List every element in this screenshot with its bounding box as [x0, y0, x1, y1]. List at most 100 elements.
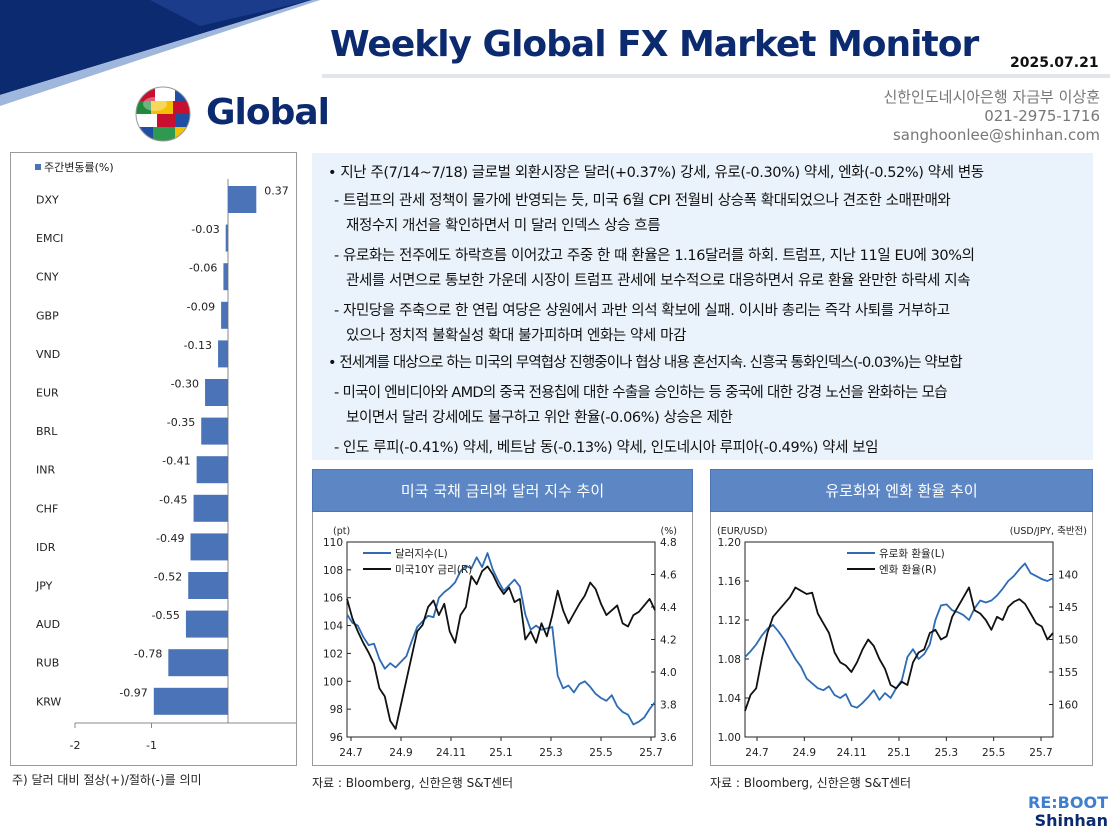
right-tick-label: 4.2 [660, 635, 677, 647]
eur-jpy-line-chart: 1.20 1.16 1.12 1.08 1.04 1.00 140 145 150 155 160 (… [717, 526, 1087, 759]
bar-emci [225, 224, 228, 252]
x-tick-label: 25.7 [639, 747, 662, 759]
value-label: -0.35 [167, 416, 195, 429]
x-tick-label: 24.11 [436, 747, 466, 759]
right-tick-label: 4.6 [660, 570, 677, 582]
x-tick-label: 25.1 [887, 747, 910, 759]
x-tick-label: 24.7 [745, 747, 768, 759]
bar-idr [190, 533, 228, 561]
legend-swatch [35, 164, 41, 170]
summary-line: - 트럼프의 관세 정책이 물가에 반영되는 듯, 미국 6월 CPI 전월비 … [334, 193, 951, 209]
bar-chf [193, 494, 228, 522]
market-summary-box: • 지난 주(7/14~7/18) 글로벌 외환시장은 달러(+0.37%) 강… [312, 153, 1093, 460]
value-label: -0.97 [119, 686, 147, 699]
header-corner-band [0, 0, 320, 106]
category-label: JPY [35, 580, 53, 593]
category-label: RUB [36, 657, 59, 670]
summary-line: 보이면서 달러 강세에도 불구하고 위안 환율(-0.06%) 상승은 제한 [346, 410, 733, 426]
series-line [346, 565, 656, 730]
value-label: -0.03 [191, 223, 219, 236]
right-tick-label: 150 [1058, 635, 1078, 647]
series-line [346, 552, 656, 726]
x-tick-label: 24.11 [837, 747, 867, 759]
x-tick-label: -2 [70, 739, 81, 752]
source-note-left: 자료 : Bloomberg, 신한은행 S&T센터 [312, 776, 514, 790]
brand-logo: RE:BOOT Shinhan [1028, 794, 1108, 830]
bar-jpy [188, 572, 228, 599]
x-tick-label: 25.3 [539, 747, 562, 759]
x-tick-label: 24.9 [793, 747, 816, 759]
value-label: -0.52 [154, 571, 182, 584]
right-tick-label: 145 [1058, 602, 1078, 614]
rates-dxy-chart-title: 미국 국채 금리와 달러 지수 추이 [312, 469, 693, 512]
value-label: -0.78 [134, 648, 162, 661]
left-tick-label: 108 [323, 565, 343, 577]
legend-label: 미국10Y 금리(R) [395, 564, 472, 576]
summary-bullet: • 지난 주(7/14~7/18) 글로벌 외환시장은 달러(+0.37%) 강… [328, 165, 984, 181]
x-tick-label: 25.5 [982, 747, 1005, 759]
legend-label: 달러지수(L) [395, 548, 448, 560]
series-line [744, 586, 1054, 712]
category-label: IDR [36, 541, 56, 554]
right-tick-label: 4.8 [660, 537, 677, 549]
category-label: EMCI [36, 232, 63, 245]
brand-line-2: Shinhan [1034, 811, 1108, 830]
left-axis-unit: (EUR/USD) [717, 526, 767, 537]
legend-label: 유로화 환율(L) [879, 548, 945, 560]
bar-inr [196, 456, 228, 484]
left-axis-unit: (pt) [333, 526, 350, 537]
title-divider [322, 74, 1110, 78]
summary-line: 재정수지 개선을 확인하면서 미 달러 인덱스 상승 흐름 [346, 218, 661, 234]
x-tick-label: 25.3 [935, 747, 958, 759]
category-label: CHF [36, 502, 58, 515]
bar-brl [201, 417, 228, 445]
left-tick-label: 1.00 [718, 732, 741, 744]
contact-name: 신한인도네시아은행 자금부 이상훈 [883, 88, 1100, 106]
left-tick-label: 1.08 [718, 654, 741, 666]
value-label: -0.13 [184, 339, 212, 352]
bar-cny [223, 263, 228, 291]
right-tick-label: 3.8 [660, 700, 677, 712]
category-label: INR [36, 464, 55, 477]
left-tick-label: 1.04 [718, 693, 742, 705]
left-tick-label: 98 [330, 704, 343, 716]
right-tick-label: 4.4 [660, 602, 677, 614]
source-note-right: 자료 : Bloomberg, 신한은행 S&T센터 [710, 776, 912, 790]
value-label: -0.30 [171, 378, 199, 391]
summary-line: 관세를 서면으로 통보한 가운데 시장이 트럼프 관세에 보수적으로 대응하면서… [346, 273, 971, 289]
right-tick-label: 160 [1058, 700, 1078, 712]
right-tick-label: 4.0 [660, 667, 677, 679]
eur-jpy-chart-title: 유로화와 엔화 환율 추이 [710, 469, 1093, 512]
value-label: -0.55 [151, 609, 179, 622]
x-tick-label: -1 [146, 739, 157, 752]
report-date: 2025.07.21 [1010, 55, 1099, 71]
category-label: DXY [36, 194, 59, 207]
brand-line-1: RE:BOOT [1028, 793, 1108, 812]
left-tick-label: 1.12 [718, 615, 741, 627]
right-tick-label: 155 [1058, 667, 1078, 679]
legend-label: 엔화 환율(R) [879, 564, 936, 576]
value-label: -0.49 [156, 532, 184, 545]
x-tick-label: 25.5 [589, 747, 612, 759]
summary-bullet: • 전세계를 대상으로 하는 미국의 무역협상 진행중이나 협상 내용 혼선지속… [328, 355, 963, 371]
section-title: Global [206, 92, 330, 133]
summary-line: - 유로화는 전주에도 하락흐름 이어갔고 주중 한 때 환율은 1.16달러를… [334, 248, 975, 264]
left-tick-label: 106 [323, 593, 343, 605]
right-tick-label: 3.6 [660, 732, 677, 744]
x-tick-label: 25.7 [1029, 747, 1052, 759]
right-axis-unit: (%) [661, 526, 677, 537]
weekly-change-bar-chart: 주간변동률(%) DXY 0.37 EMCI -0.03 CNY -0.06 GBP -0.09… [35, 161, 343, 752]
contact-block: 신한인도네시아은행 자금부 이상훈 021-2975-1716 sanghoon… [883, 88, 1100, 145]
globe-icon [135, 86, 191, 142]
value-label: 0.37 [264, 185, 289, 198]
legend-label: 주간변동률(%) [44, 161, 114, 174]
value-label: -0.41 [162, 455, 190, 468]
bar-rub [168, 649, 228, 677]
bar-dxy [228, 186, 257, 213]
page-title: Weekly Global FX Market Monitor [330, 24, 979, 65]
category-label: BRL [36, 425, 58, 438]
summary-line: - 인도 루피(-0.41%) 약세, 베트남 동(-0.13%) 약세, 인도… [334, 440, 879, 456]
plot-frame [346, 541, 656, 738]
bar-krw [153, 687, 228, 715]
x-tick-label: 24.9 [389, 747, 412, 759]
